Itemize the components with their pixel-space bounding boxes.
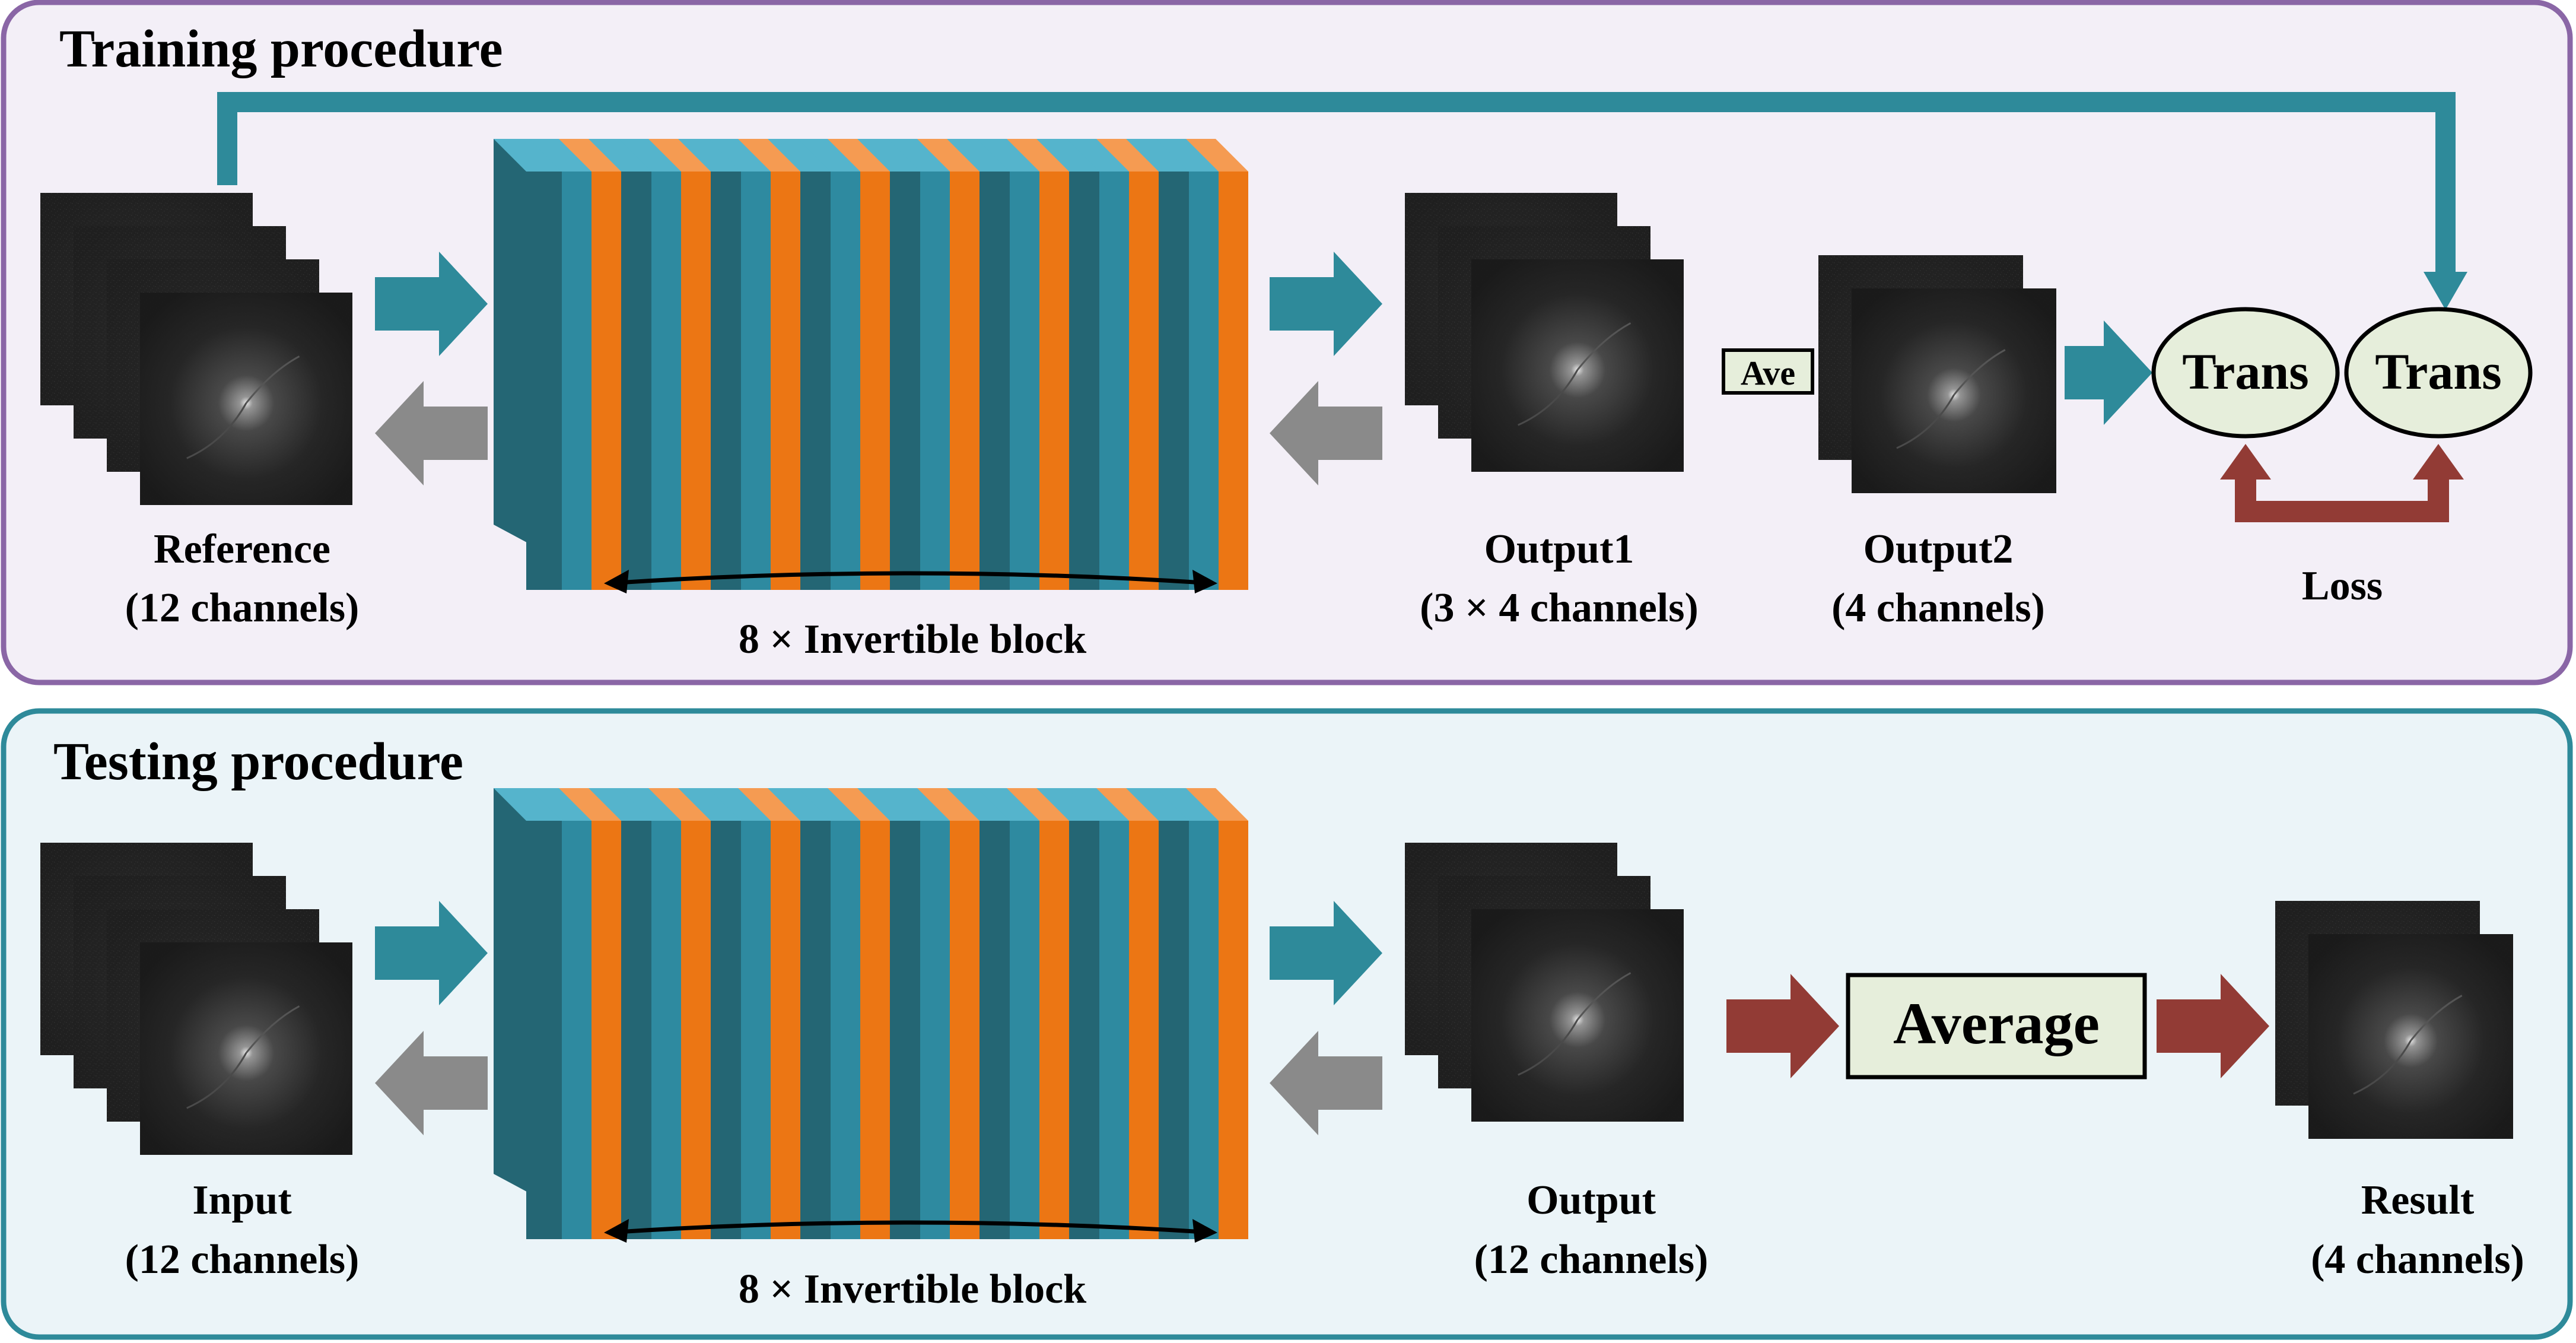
arrow-blocks-to-input bbox=[375, 1031, 488, 1135]
fundus-image bbox=[140, 942, 352, 1155]
result-channels-label: (4 channels) bbox=[2311, 1237, 2524, 1282]
output1-label: Output1 bbox=[1484, 526, 1634, 572]
loss-arrow-head-right bbox=[2413, 444, 2464, 480]
arrow-blocks-to-reference bbox=[375, 381, 488, 485]
training-title: Training procedure bbox=[59, 20, 503, 78]
loss-bracket-arrow bbox=[2235, 480, 2449, 522]
feedback-arrow-head bbox=[2424, 272, 2467, 310]
input-image-stack bbox=[40, 843, 352, 1155]
result-image-stack bbox=[2275, 901, 2513, 1139]
arrow-output1-to-blocks bbox=[1270, 381, 1382, 485]
invertible-block-label-training: 8 × Invertible block bbox=[739, 617, 1086, 662]
arrow-output-to-average bbox=[1726, 974, 1839, 1078]
input-channels-label: (12 channels) bbox=[125, 1237, 360, 1282]
trans-label-1: Trans bbox=[2182, 343, 2308, 400]
fundus-image bbox=[2308, 934, 2513, 1139]
result-label: Result bbox=[2361, 1177, 2475, 1223]
output1-channels-label: (3 × 4 channels) bbox=[1420, 585, 1699, 631]
arrow-output-to-blocks bbox=[1270, 1031, 1382, 1135]
trans-label-2: Trans bbox=[2375, 343, 2501, 400]
testing-title: Testing procedure bbox=[53, 732, 463, 791]
invertible-blocks-testing bbox=[494, 788, 1248, 1239]
arrow-reference-to-blocks bbox=[375, 252, 488, 356]
invertible-blocks-training bbox=[494, 139, 1248, 590]
arrow-blocks-to-output bbox=[1270, 901, 1382, 1005]
invertible-block bbox=[494, 788, 621, 1239]
output2-image-stack bbox=[1818, 255, 2056, 493]
arrow-blocks-to-output1 bbox=[1270, 252, 1382, 356]
loss-arrow-head-left bbox=[2220, 444, 2271, 480]
fundus-image bbox=[1471, 259, 1684, 472]
loss-label: Loss bbox=[2302, 563, 2383, 609]
invertible-block-label-testing: 8 × Invertible block bbox=[739, 1266, 1086, 1312]
output2-channels-label: (4 channels) bbox=[1831, 585, 2045, 631]
invertible-block bbox=[494, 139, 621, 590]
reference-image-stack bbox=[40, 193, 352, 505]
output2-label: Output2 bbox=[1863, 526, 2014, 572]
average-box bbox=[1846, 973, 2147, 1080]
arrow-average-to-result bbox=[2157, 974, 2269, 1078]
reference-channels-label: (12 channels) bbox=[125, 585, 360, 631]
ave-box bbox=[1722, 348, 1814, 395]
trans-ellipse-1 bbox=[2151, 307, 2340, 439]
output1-image-stack bbox=[1405, 193, 1684, 472]
trans-ellipse-2 bbox=[2344, 307, 2533, 439]
fundus-image bbox=[1852, 288, 2056, 493]
fundus-image bbox=[1471, 909, 1684, 1122]
block-span-arrow-training bbox=[604, 570, 1217, 593]
reference-label: Reference bbox=[154, 526, 330, 572]
output-channels-label: (12 channels) bbox=[1474, 1237, 1709, 1282]
output-label: Output bbox=[1526, 1177, 1656, 1223]
invertible-block bbox=[942, 139, 1069, 590]
input-label: Input bbox=[192, 1177, 291, 1223]
arrow-input-to-blocks bbox=[375, 901, 488, 1005]
ave-label: Ave bbox=[1741, 354, 1795, 392]
output-image-stack bbox=[1405, 843, 1684, 1122]
block-span-arrow-testing bbox=[604, 1219, 1217, 1243]
average-label: Average bbox=[1893, 990, 2100, 1056]
fundus-image bbox=[140, 293, 352, 505]
arrow-output2-to-trans bbox=[2065, 320, 2152, 425]
feedback-arrow bbox=[217, 92, 2456, 273]
